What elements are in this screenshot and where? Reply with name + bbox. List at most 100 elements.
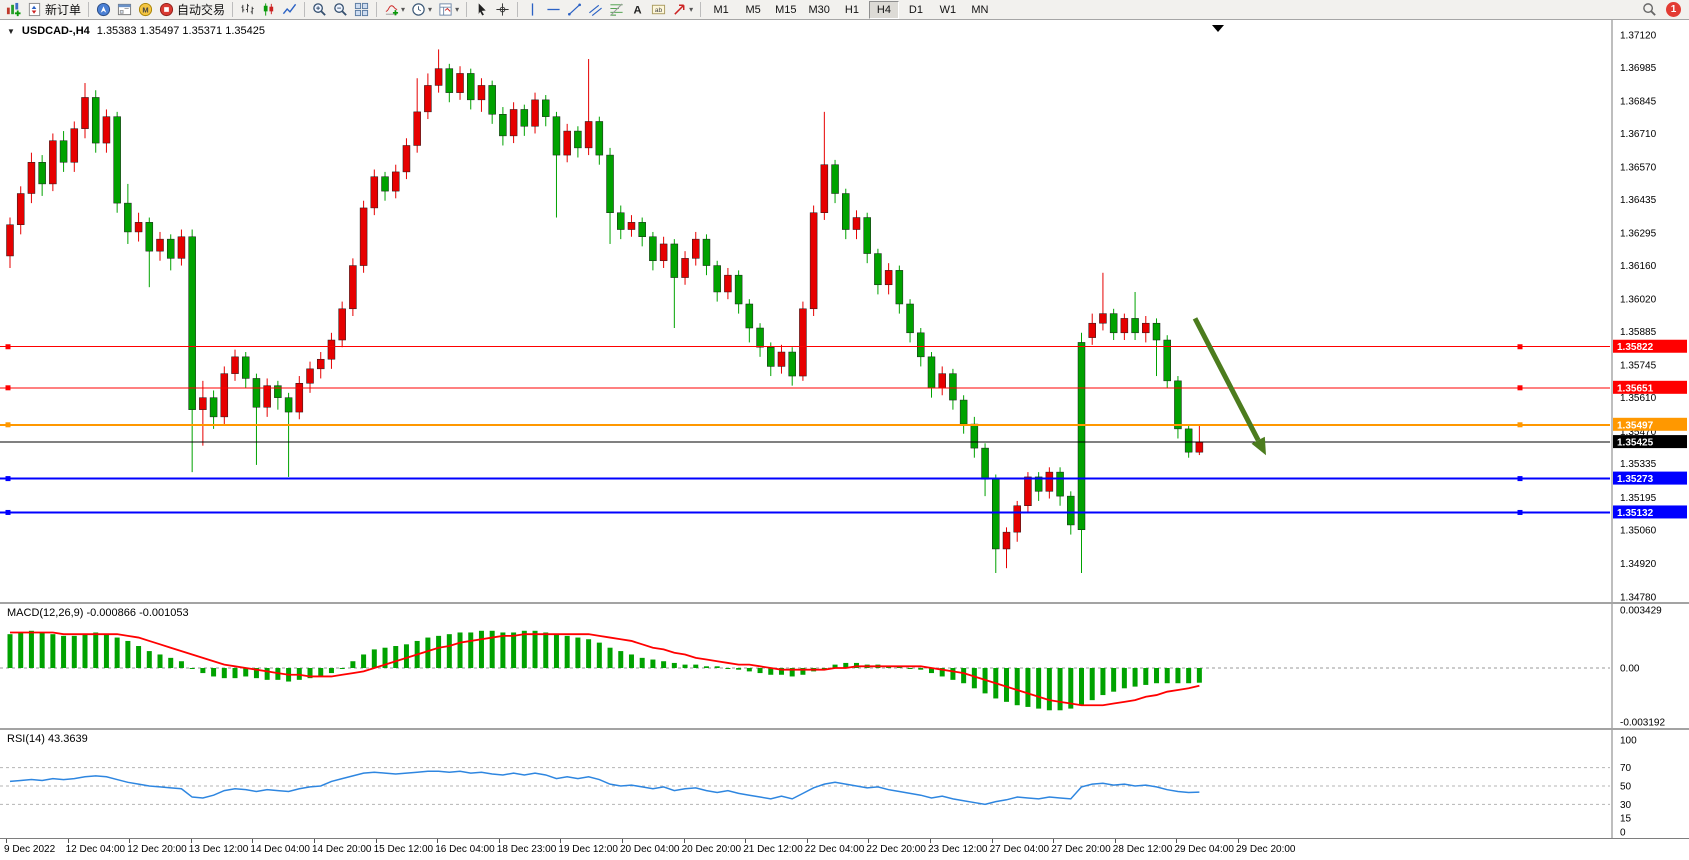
bar-chart-button[interactable] xyxy=(237,1,258,19)
channel-tool-button[interactable] xyxy=(585,1,606,19)
periods-button[interactable]: ▾ xyxy=(408,1,435,19)
vertical-line-tool-button[interactable] xyxy=(522,1,543,19)
candle xyxy=(777,351,786,367)
search-icon[interactable] xyxy=(1642,2,1657,17)
auto-trading-button[interactable]: 自动交易 xyxy=(156,1,228,19)
candle xyxy=(27,162,36,194)
macd-indicator-chart[interactable]: 0.003429 0.00 -0.003192 xyxy=(0,604,1689,728)
timeframe-button-M30[interactable]: M30 xyxy=(808,3,830,16)
candle xyxy=(1013,505,1021,533)
candle xyxy=(863,217,871,254)
timeframe-button-M5[interactable]: M5 xyxy=(745,3,761,16)
line-chart-button[interactable] xyxy=(279,1,300,19)
timeframe-button-M15[interactable]: M15 xyxy=(775,3,797,16)
chart-header: ▼ USDCAD-,H4 1.35383 1.35497 1.35371 1.3… xyxy=(7,25,265,37)
fibonacci-icon xyxy=(610,3,623,16)
timeframe-button-M1[interactable]: M1 xyxy=(713,3,729,16)
timeframe-button-MN[interactable]: MN xyxy=(971,3,989,16)
indicators-button[interactable]: ▾ xyxy=(381,1,408,19)
line-handle xyxy=(5,344,11,350)
candle xyxy=(499,114,507,137)
cursor-tool-button[interactable] xyxy=(471,1,492,19)
price-tick-label: 1.35745 xyxy=(1620,361,1657,372)
profiles-compass-icon xyxy=(96,2,111,17)
candle xyxy=(542,99,550,117)
time-tick xyxy=(314,839,315,843)
candle xyxy=(381,176,389,192)
price-tick-label: 1.36570 xyxy=(1620,163,1657,174)
macd-histogram xyxy=(7,630,1202,711)
timeframe-button-W1[interactable]: W1 xyxy=(939,3,957,16)
new-order-button[interactable]: 新订单 xyxy=(24,1,84,19)
candle xyxy=(220,373,229,418)
time-tick xyxy=(1053,839,1055,843)
candle xyxy=(6,224,14,257)
new-chart-button[interactable] xyxy=(3,1,24,19)
candle xyxy=(59,140,68,163)
arrows-tool-button[interactable]: ▾ xyxy=(669,1,696,19)
time-label: 16 Dec 04:00 xyxy=(435,844,495,855)
candles-group xyxy=(6,49,1204,573)
candle xyxy=(263,385,271,408)
price-chart[interactable]: 1.37120 1.36985 1.36845 1.36710 1.36570 1.364… xyxy=(0,20,1689,602)
timeframe-button-H1[interactable]: H1 xyxy=(844,3,859,16)
candle xyxy=(1152,322,1161,341)
tile-windows-icon xyxy=(354,2,369,17)
price-tick-label: 1.36160 xyxy=(1620,261,1657,272)
candle xyxy=(391,171,400,192)
panel-divider[interactable] xyxy=(0,602,1689,604)
candle xyxy=(338,308,346,341)
time-axis[interactable]: 9 Dec 2022 12 Dec 04:00 12 Dec 20:00 13 Dec… xyxy=(0,838,1689,860)
candle xyxy=(970,423,979,449)
crosshair-tool-button[interactable] xyxy=(492,1,513,19)
fibonacci-tool-button[interactable] xyxy=(606,1,627,19)
time-label: 15 Dec 12:00 xyxy=(373,844,434,855)
candle xyxy=(349,265,357,310)
trendline-tool-button[interactable] xyxy=(564,1,585,19)
horizontal-line-icon xyxy=(547,8,560,11)
candle xyxy=(681,258,689,278)
text-label-tool-button[interactable]: ab xyxy=(648,1,669,19)
macd-scale-label: 0.00 xyxy=(1620,664,1640,675)
candle xyxy=(649,236,657,262)
zoom-in-button[interactable] xyxy=(309,1,330,19)
time-label: 29 Dec 04:00 xyxy=(1174,844,1234,855)
chevron-down-icon: ▾ xyxy=(401,5,406,14)
time-tick xyxy=(437,839,439,843)
symbol-dropdown-icon[interactable]: ▼ xyxy=(7,26,15,36)
price-badge-label: 1.35273 xyxy=(1617,474,1654,485)
candle xyxy=(327,339,336,360)
candle xyxy=(1131,318,1139,334)
candlestick-chart-button[interactable] xyxy=(258,1,279,19)
text-tool-button[interactable]: A xyxy=(627,1,648,19)
price-badge-label: 1.35822 xyxy=(1617,342,1654,353)
notification-badge[interactable]: 1 xyxy=(1666,2,1681,17)
metaeditor-icon: M xyxy=(138,2,153,17)
tile-windows-button[interactable] xyxy=(351,1,372,19)
panel-divider[interactable] xyxy=(0,728,1689,730)
templates-button[interactable]: ▾ xyxy=(435,1,462,19)
rsi-indicator-chart[interactable]: 100 70 50 30 15 0 xyxy=(0,730,1689,838)
ohlc-values: 1.35383 1.35497 1.35371 1.35425 xyxy=(96,25,265,37)
chart-shift-marker xyxy=(1212,25,1224,32)
market-watch-button[interactable] xyxy=(114,1,135,19)
svg-text:M: M xyxy=(142,5,148,14)
zoom-out-button[interactable] xyxy=(330,1,351,19)
time-label: 20 Dec 20:00 xyxy=(681,844,742,855)
price-tick-label: 1.35610 xyxy=(1620,393,1657,404)
candle xyxy=(134,222,143,233)
timeframe-button-H4[interactable]: H4 xyxy=(868,0,899,19)
candle xyxy=(917,332,925,358)
bar-chart-icon xyxy=(241,3,254,15)
timeframe-button-D1[interactable]: D1 xyxy=(908,3,923,16)
zoom-out-icon xyxy=(334,3,347,16)
profiles-button[interactable] xyxy=(93,1,114,19)
price-tick-label: 1.35335 xyxy=(1620,459,1657,470)
horizontal-line-tool-button[interactable] xyxy=(543,1,564,19)
metaeditor-button[interactable]: M xyxy=(135,1,156,19)
indicators-icon xyxy=(385,5,399,16)
svg-text:ab: ab xyxy=(655,7,663,14)
line-handle xyxy=(1517,422,1523,428)
candle xyxy=(617,212,625,230)
vertical-line-icon xyxy=(531,3,534,16)
